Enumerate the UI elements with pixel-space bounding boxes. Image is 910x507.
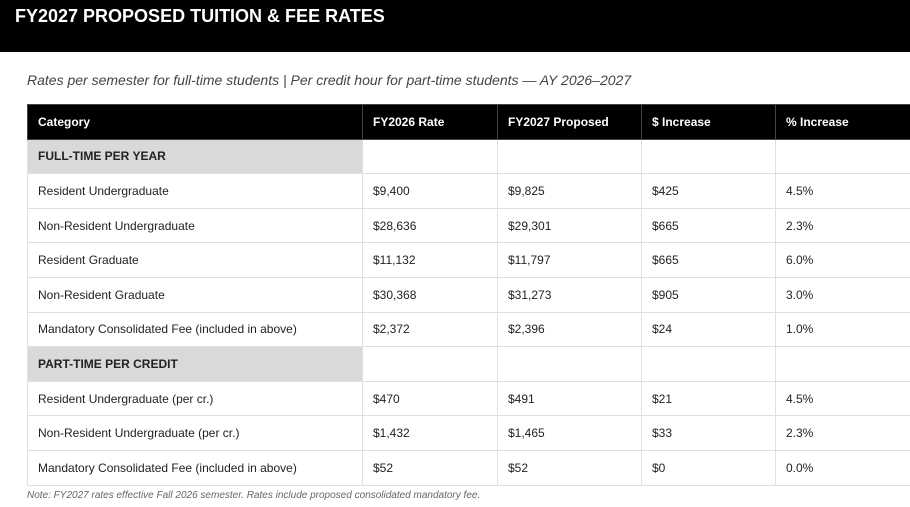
- cell: 6.0%: [775, 242, 910, 278]
- cell: $2,372: [362, 311, 498, 348]
- cell: 3.0%: [775, 276, 910, 313]
- empty-cell: [775, 346, 910, 382]
- cell: $1,465: [497, 415, 642, 451]
- cell: Non-Resident Undergraduate (per cr.): [27, 415, 363, 451]
- empty-cell: [362, 346, 498, 382]
- header-row: Category FY2026 Rate FY2027 Proposed $ Incr…: [27, 104, 910, 140]
- cell: Non-Resident Undergraduate: [27, 207, 363, 244]
- empty-cell: [641, 346, 776, 382]
- footnote: Note: FY2027 rates effective Fall 2026 s…: [27, 490, 481, 501]
- cell: $31,273: [497, 276, 642, 313]
- cell: $665: [641, 242, 776, 278]
- data-row: Resident Undergraduate $9,400 $9,825 $425 4.…: [27, 173, 910, 209]
- data-row: Mandatory Consolidated Fee (included in …: [27, 449, 910, 486]
- cell: $470: [362, 380, 498, 417]
- section-row: FULL-TIME PER YEAR: [27, 138, 910, 175]
- cell: Resident Undergraduate: [27, 173, 363, 209]
- cell: $425: [641, 173, 776, 209]
- cell: $491: [497, 380, 642, 417]
- cell: 4.5%: [775, 173, 910, 209]
- cell: $665: [641, 207, 776, 244]
- column-header: % Increase: [775, 104, 910, 140]
- cell: $9,400: [362, 173, 498, 209]
- data-row: Non-Resident Undergraduate (per cr.) $1,4…: [27, 415, 910, 451]
- cell: Resident Undergraduate (per cr.): [27, 380, 363, 417]
- cell: $33: [641, 415, 776, 451]
- cell: $9,825: [497, 173, 642, 209]
- cell: $2,396: [497, 311, 642, 348]
- empty-cell: [775, 138, 910, 175]
- cell: 0.0%: [775, 449, 910, 486]
- cell: $52: [362, 449, 498, 486]
- empty-cell: [497, 346, 642, 382]
- cell: $52: [497, 449, 642, 486]
- cell: 2.3%: [775, 207, 910, 244]
- data-row: Non-Resident Undergraduate $28,636 $29,301…: [27, 207, 910, 244]
- cell: $28,636: [362, 207, 498, 244]
- cell: 1.0%: [775, 311, 910, 348]
- data-row: Resident Undergraduate (per cr.) $470 $491…: [27, 380, 910, 417]
- data-row: Non-Resident Graduate $30,368 $31,273 $905 3…: [27, 276, 910, 313]
- section-label: FULL-TIME PER YEAR: [27, 138, 363, 175]
- cell: $24: [641, 311, 776, 348]
- column-header: $ Increase: [641, 104, 776, 140]
- header-bar: FY2027 PROPOSED TUITION & FEE RATES: [0, 0, 910, 52]
- cell: Non-Resident Graduate: [27, 276, 363, 313]
- cell: $11,132: [362, 242, 498, 278]
- cell: Resident Graduate: [27, 242, 363, 278]
- rates-table: Category FY2026 Rate FY2027 Proposed $ Incr…: [27, 104, 910, 486]
- page-title: FY2027 PROPOSED TUITION & FEE RATES: [15, 6, 385, 26]
- subtitle: Rates per semester for full-time student…: [27, 72, 632, 88]
- column-header: Category: [27, 104, 363, 140]
- cell: $11,797: [497, 242, 642, 278]
- empty-cell: [497, 138, 642, 175]
- column-header: FY2026 Rate: [362, 104, 498, 140]
- cell: $21: [641, 380, 776, 417]
- cell: $29,301: [497, 207, 642, 244]
- empty-cell: [362, 138, 498, 175]
- empty-cell: [641, 138, 776, 175]
- cell: $30,368: [362, 276, 498, 313]
- cell: Mandatory Consolidated Fee (included in …: [27, 311, 363, 348]
- cell: $1,432: [362, 415, 498, 451]
- cell: 4.5%: [775, 380, 910, 417]
- cell: $905: [641, 276, 776, 313]
- section-label: PART-TIME PER CREDIT: [27, 346, 363, 382]
- data-row: Resident Graduate $11,132 $11,797 $665 6.0%: [27, 242, 910, 278]
- section-row: PART-TIME PER CREDIT: [27, 346, 910, 382]
- cell: Mandatory Consolidated Fee (included in …: [27, 449, 363, 486]
- cell: $0: [641, 449, 776, 486]
- column-header: FY2027 Proposed: [497, 104, 642, 140]
- data-row: Mandatory Consolidated Fee (included in …: [27, 311, 910, 348]
- cell: 2.3%: [775, 415, 910, 451]
